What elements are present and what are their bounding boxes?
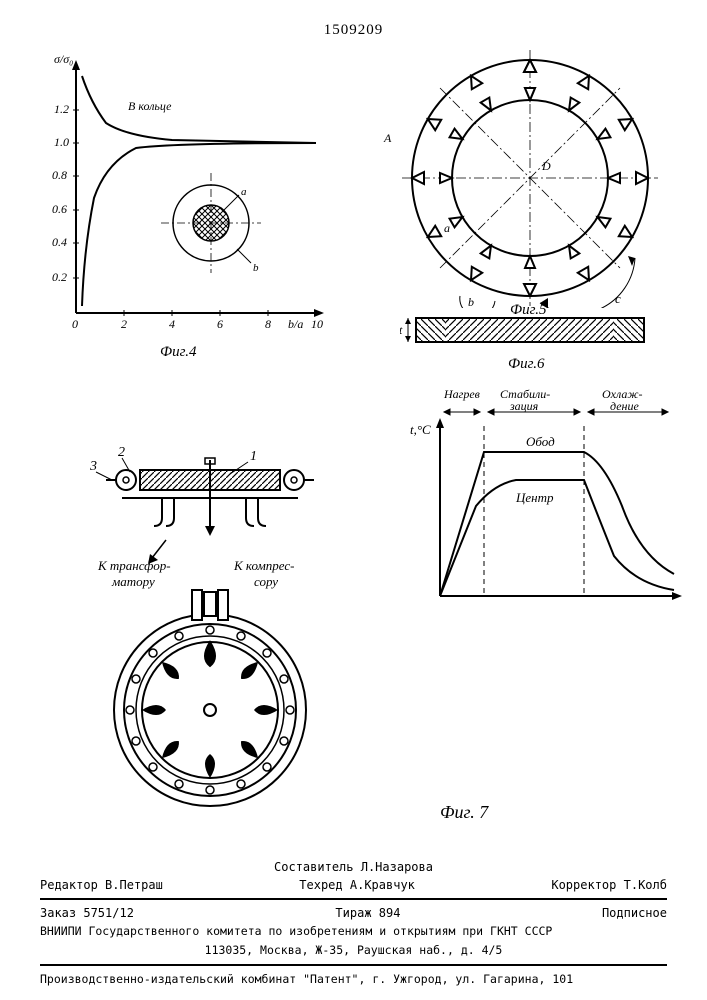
compiler-line: Составитель Л.Назарова — [274, 860, 433, 874]
svg-text:a: a — [241, 186, 247, 198]
order-line: Заказ 5751/12 — [40, 906, 134, 920]
fig7-schematic: 1 2 3 К трансфор- матору К компрес- сору — [70, 430, 350, 830]
svg-text:b/a: b/a — [288, 317, 303, 331]
svg-text:c: c — [615, 291, 621, 306]
svg-text:0: 0 — [72, 317, 78, 331]
svg-text:b: b — [468, 295, 474, 308]
svg-text:6: 6 — [217, 317, 223, 331]
svg-text:матору: матору — [111, 574, 155, 589]
svg-text:b: b — [253, 262, 259, 274]
svg-text:3: 3 — [89, 459, 97, 474]
fig4-inset: a b — [161, 173, 261, 274]
fig4-chart: σ/σ₀ 0.2 0.4 0.6 0.8 1.0 1.2 0 2 4 6 8 b… — [36, 48, 326, 348]
svg-text:0.6: 0.6 — [52, 202, 67, 216]
svg-text:Центр: Центр — [515, 490, 554, 505]
printer-line: Производственно-издательский комбинат "П… — [0, 970, 707, 989]
svg-text:8: 8 — [265, 317, 271, 331]
svg-text:2: 2 — [121, 317, 127, 331]
svg-text:зация: зация — [509, 399, 539, 413]
svg-text:a: a — [444, 221, 450, 235]
svg-text:0.2: 0.2 — [52, 270, 67, 284]
svg-text:дение: дение — [610, 399, 639, 413]
fig4-label: Фиг.4 — [160, 344, 196, 361]
fig6-diagram: t — [400, 312, 660, 360]
subscription-line: Подписное — [602, 906, 667, 920]
corrector-line: Корректор Т.Колб — [551, 878, 667, 892]
svg-text:A: A — [383, 131, 392, 145]
svg-text:сору: сору — [254, 574, 278, 589]
fig6-label: Фиг.6 — [508, 356, 544, 373]
svg-text:Нагрев: Нагрев — [443, 387, 480, 401]
svg-text:t,°C: t,°C — [410, 422, 431, 437]
tirage-line: Тираж 894 — [335, 906, 400, 920]
svg-text:2: 2 — [118, 445, 125, 460]
fig7-temp-chart: t,°C Нагрев Стабили- зация Охлаж- дение … — [406, 386, 686, 616]
svg-text:1.2: 1.2 — [54, 102, 69, 116]
fig7-label: Фиг. 7 — [440, 802, 488, 823]
svg-text:D: D — [541, 159, 551, 173]
svg-text:0.8: 0.8 — [52, 168, 67, 182]
svg-text:σ/σ₀: σ/σ₀ — [54, 52, 73, 66]
svg-text:1: 1 — [250, 449, 257, 464]
svg-text:1.0: 1.0 — [54, 135, 69, 149]
fig5-diagram: A D a b c — [380, 48, 680, 308]
committee-line: ВНИИПИ Государственного комитета по изоб… — [0, 922, 707, 941]
svg-text:К компрес-: К компрес- — [233, 558, 294, 573]
svg-text:t: t — [400, 323, 403, 337]
editor-line: Редактор В.Петраш — [40, 878, 163, 892]
techred-line: Техред А.Кравчук — [299, 878, 415, 892]
svg-text:0.4: 0.4 — [52, 235, 67, 249]
svg-text:10: 10 — [311, 317, 323, 331]
credits-block: Составитель Л.Назарова Редактор В.Петраш… — [0, 858, 707, 989]
fig4-annotation: В кольце — [128, 99, 172, 113]
svg-text:Обод: Обод — [526, 434, 555, 449]
svg-text:К трансфор-: К трансфор- — [97, 558, 171, 573]
patent-figure-page: 1509209 σ/σ₀ 0.2 0.4 0.6 0.8 1.0 1.2 0 2… — [0, 0, 707, 1000]
document-number: 1509209 — [324, 22, 384, 39]
svg-text:4: 4 — [169, 317, 175, 331]
address-line: 113035, Москва, Ж-35, Раушская наб., д. … — [0, 941, 707, 960]
